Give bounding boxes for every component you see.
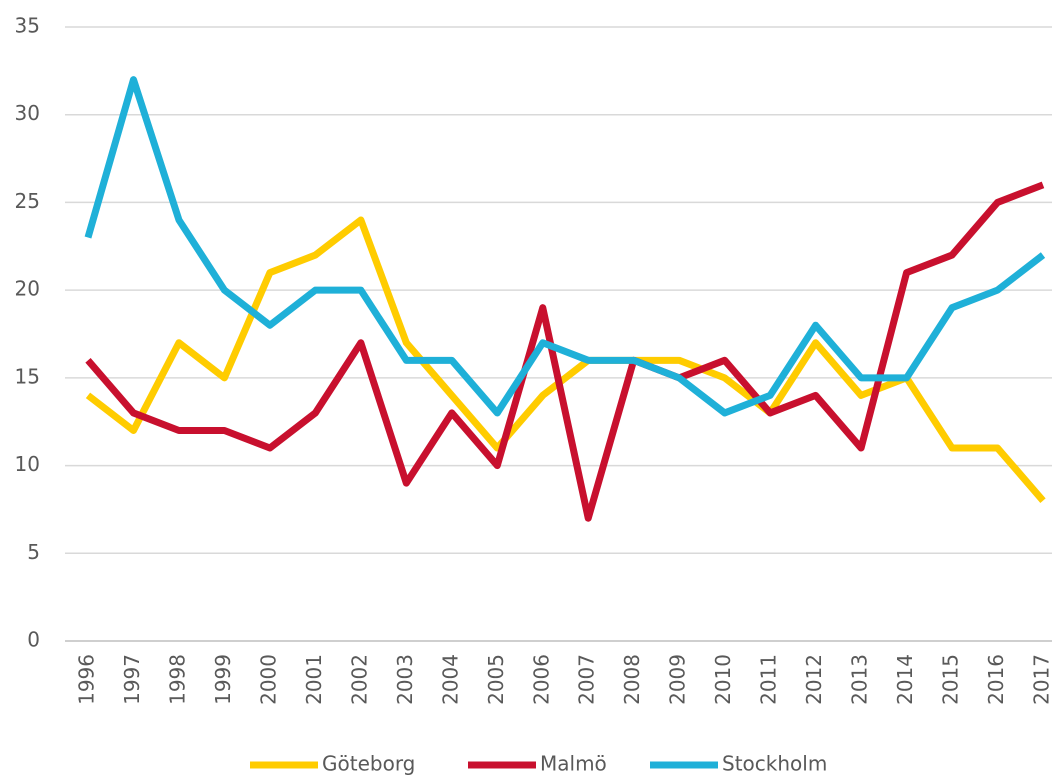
series-line [85,181,1045,522]
x-tick-label: 2017 [1030,654,1054,705]
y-tick-label: 10 [15,452,40,476]
x-tick-label: 2003 [393,654,417,705]
x-tick-label: 2000 [256,654,280,705]
x-tick-label: 2004 [438,654,462,705]
x-tick-label: 2013 [848,654,872,705]
series-line [85,216,1046,503]
x-tick-label: 1997 [120,654,144,705]
x-tick-label: 2010 [711,654,735,705]
x-tick-label: 2009 [666,654,690,705]
x-tick-label: 2012 [802,654,826,705]
x-tick-label: 2011 [757,654,781,705]
x-tick-label: 1999 [211,654,235,705]
y-tick-label: 15 [15,364,40,388]
x-tick-label: 2002 [347,654,371,705]
x-tick-label: 2001 [302,654,326,705]
y-tick-label: 5 [27,540,40,564]
y-tick-label: 35 [15,14,40,38]
y-tick-label: 0 [27,628,40,652]
x-tick-label: 2016 [984,654,1008,705]
x-tick-label: 2005 [484,654,508,705]
y-tick-label: 20 [15,277,40,301]
x-tick-label: 1996 [75,654,99,705]
x-tick-label: 2006 [529,654,553,705]
x-tick-label: 2007 [575,654,599,705]
legend-label: Göteborg [322,752,415,776]
legend-label: Stockholm [722,752,827,776]
series-line [84,76,1046,417]
legend-label: Malmö [540,752,607,776]
x-tick-label: 2014 [893,654,917,705]
y-tick-label: 25 [15,189,40,213]
x-tick-label: 1998 [165,654,189,705]
x-tick-label: 2015 [939,654,963,705]
y-tick-label: 30 [15,101,40,125]
x-tick-label: 2008 [620,654,644,705]
